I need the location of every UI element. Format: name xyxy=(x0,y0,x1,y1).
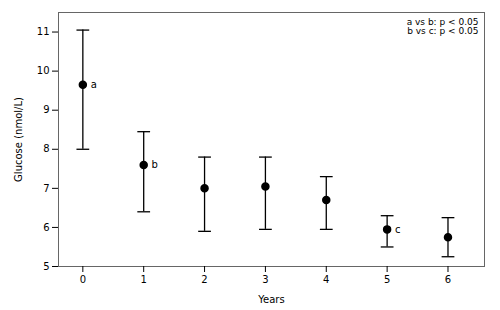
svg-text:6: 6 xyxy=(445,274,451,285)
svg-text:10: 10 xyxy=(37,65,50,76)
svg-text:6: 6 xyxy=(43,222,49,233)
svg-text:8: 8 xyxy=(43,143,49,154)
svg-text:7: 7 xyxy=(43,183,49,194)
svg-text:Years: Years xyxy=(257,294,284,305)
svg-text:0: 0 xyxy=(80,274,86,285)
svg-text:4: 4 xyxy=(323,274,329,285)
svg-text:9: 9 xyxy=(43,104,49,115)
svg-text:1: 1 xyxy=(141,274,147,285)
svg-text:c: c xyxy=(395,224,401,235)
svg-text:2: 2 xyxy=(201,274,207,285)
svg-text:3: 3 xyxy=(262,274,268,285)
svg-text:Glucose (nmol/L): Glucose (nmol/L) xyxy=(13,97,24,182)
svg-text:a vs b: p < 0.05b vs c: p < 0.: a vs b: p < 0.05b vs c: p < 0.05 xyxy=(407,17,479,36)
svg-text:11: 11 xyxy=(37,26,50,37)
svg-text:a: a xyxy=(91,79,97,90)
svg-text:b: b xyxy=(152,159,158,170)
svg-text:5: 5 xyxy=(384,274,390,285)
svg-text:5: 5 xyxy=(43,261,49,272)
